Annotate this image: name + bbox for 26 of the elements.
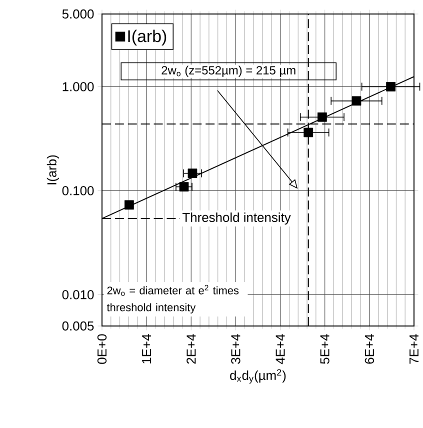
- point: [188, 168, 198, 178]
- x-tick-label: 5E+4: [320, 334, 330, 364]
- point: [317, 112, 327, 122]
- text: 2w$_{o}$ = diameter at e$^{2}$ times threshold intensity: [106, 284, 239, 314]
- y-tick-label: 1.000: [62, 82, 94, 92]
- point: [352, 96, 362, 106]
- y-tick-label: 5.000: [62, 9, 94, 19]
- x-tick-label: 3E+4: [231, 334, 240, 364]
- y-tick-label: 0.100: [62, 186, 94, 196]
- y-tick-label: 0.005: [62, 321, 94, 331]
- x-tick-label: 7E+4: [409, 334, 418, 364]
- x-tick-label: 6E+4: [364, 334, 374, 364]
- x-tick-label: 1E+4: [142, 334, 151, 364]
- annotation: 2w$_{o}$ (z=552µm) = 215 µm: [162, 66, 296, 77]
- x-tick-label: 4E+4: [276, 334, 285, 364]
- legend-label: I(arb): [128, 30, 166, 46]
- point: [304, 128, 313, 138]
- x-tick-label: 0E+0: [97, 334, 107, 364]
- point: [386, 82, 396, 92]
- y-tick-label: 0.010: [62, 290, 94, 300]
- x-tick-label: 2E+4: [186, 334, 196, 364]
- y-axis-title: I(arb): [46, 155, 59, 184]
- x-axis-title: d$_{x}$d$_{y}$(µm$^{2}$): [230, 369, 286, 384]
- point: [179, 182, 189, 192]
- point: [124, 200, 134, 210]
- ref-line-label: Threshold intensity: [182, 212, 291, 225]
